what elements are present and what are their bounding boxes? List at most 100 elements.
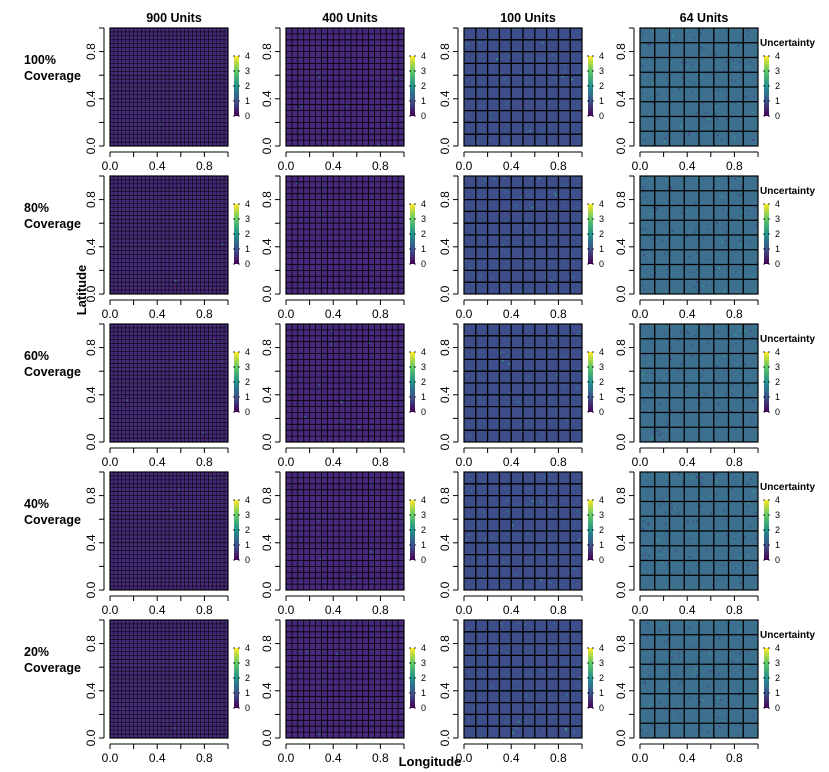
uncertainty-speckle (475, 204, 478, 207)
uncertainty-speckle (708, 647, 711, 649)
uncertainty-speckle (642, 665, 645, 668)
uncertainty-speckle (648, 498, 651, 501)
uncertainty-speckle (659, 727, 661, 729)
uncertainty-speckle (561, 327, 563, 330)
uncertainty-speckle (524, 112, 527, 114)
uncertainty-speckle (726, 200, 728, 202)
legend-tick-label: 1 (245, 96, 250, 106)
uncertainty-speckle (656, 202, 659, 204)
uncertainty-speckle (659, 552, 662, 554)
uncertainty-speckle (572, 276, 575, 279)
uncertainty-speckle (680, 184, 682, 187)
uncertainty-speckle (472, 338, 475, 341)
uncertainty-speckle (703, 54, 705, 57)
uncertainty-speckle (340, 401, 343, 403)
uncertainty-speckle (643, 289, 645, 291)
uncertainty-speckle (684, 220, 686, 222)
uncertainty-speckle (573, 643, 575, 646)
uncertainty-speckle (524, 351, 527, 353)
panel-border (109, 471, 229, 591)
uncertainty-speckle (674, 429, 677, 432)
uncertainty-speckle (564, 728, 567, 730)
uncertainty-speckle (665, 419, 668, 422)
y-tick-label: 0.0 (260, 581, 274, 598)
legend-tick-label: 1 (421, 540, 426, 550)
uncertainty-speckle (753, 272, 756, 275)
y-tick-label: 0.0 (438, 285, 452, 302)
uncertainty-speckle (544, 276, 546, 278)
x-tick-label: 0.4 (503, 307, 520, 321)
uncertainty-speckle (740, 493, 743, 495)
uncertainty-speckle (678, 723, 680, 725)
uncertainty-speckle (514, 715, 517, 717)
uncertainty-speckle (520, 433, 523, 436)
legend-tick-label: 1 (775, 392, 780, 402)
legend-tick-label: 1 (599, 244, 604, 254)
uncertainty-speckle (541, 724, 544, 726)
uncertainty-speckle (384, 109, 386, 111)
legend-tick-label: 2 (775, 673, 780, 683)
uncertainty-speckle (707, 332, 709, 335)
uncertainty-speckle (738, 256, 740, 258)
uncertainty-speckle (568, 571, 571, 574)
uncertainty-speckle (746, 483, 748, 485)
x-tick-label: 0.4 (325, 455, 342, 469)
legend-tick-label: 0 (245, 555, 250, 565)
x-axis-title: Longitude (399, 754, 462, 769)
uncertainty-speckle (741, 36, 744, 39)
uncertainty-speckle (734, 540, 736, 542)
uncertainty-speckle (476, 552, 478, 555)
uncertainty-speckle (651, 97, 654, 100)
uncertainty-speckle (508, 280, 511, 283)
uncertainty-speckle (164, 583, 167, 585)
uncertainty-speckle (575, 197, 578, 200)
uncertainty-speckle (328, 665, 330, 668)
uncertainty-speckle (677, 628, 679, 631)
uncertainty-speckle (747, 29, 749, 31)
uncertainty-speckle (704, 583, 707, 585)
uncertainty-speckle (717, 517, 720, 520)
y-tick-label: 0.8 (260, 191, 274, 208)
uncertainty-speckle (681, 670, 683, 673)
uncertainty-speckle (656, 497, 659, 500)
uncertainty-speckle (347, 398, 349, 401)
y-tick-label: 0.4 (614, 90, 628, 107)
legend-tick-label: 4 (245, 347, 250, 357)
uncertainty-speckle (642, 284, 645, 287)
uncertainty-speckle (395, 77, 398, 80)
map-panel: 0.0 0.4 0.8 0.0 0.4 0.8 0 1 2 3 4 (260, 175, 426, 321)
row-label-coverage-word: Coverage (24, 69, 81, 83)
legend-tick-label: 1 (599, 688, 604, 698)
uncertainty-speckle (485, 181, 488, 183)
uncertainty-speckle (710, 495, 713, 497)
uncertainty-speckle (720, 132, 722, 134)
uncertainty-speckle (688, 487, 690, 489)
uncertainty-speckle (708, 195, 710, 198)
uncertainty-speckle (738, 557, 741, 560)
uncertainty-speckle (367, 503, 369, 506)
row-label-coverage-word: Coverage (24, 661, 81, 675)
uncertainty-speckle (528, 134, 531, 136)
uncertainty-speckle (720, 475, 722, 477)
legend-tick-label: 3 (421, 66, 426, 76)
uncertainty-speckle (643, 139, 646, 141)
uncertainty-speckle (646, 672, 648, 675)
uncertainty-speckle (672, 34, 674, 37)
uncertainty-speckle (739, 629, 742, 631)
uncertainty-speckle (661, 332, 664, 334)
uncertainty-speckle (657, 539, 659, 541)
uncertainty-speckle (718, 339, 720, 342)
uncertainty-speckle (555, 411, 558, 413)
uncertainty-speckle (697, 661, 699, 663)
uncertainty-speckle (717, 34, 719, 36)
legend-tick-label: 4 (245, 51, 250, 61)
uncertainty-speckle (345, 105, 347, 107)
uncertainty-speckle (735, 235, 737, 238)
uncertainty-speckle (559, 120, 562, 123)
legend-tick-label: 2 (245, 377, 250, 387)
uncertainty-speckle (688, 362, 691, 364)
uncertainty-speckle (667, 713, 669, 716)
uncertainty-speckle (737, 45, 739, 47)
uncertainty-speckle (539, 271, 542, 273)
uncertainty-speckle (720, 724, 722, 727)
